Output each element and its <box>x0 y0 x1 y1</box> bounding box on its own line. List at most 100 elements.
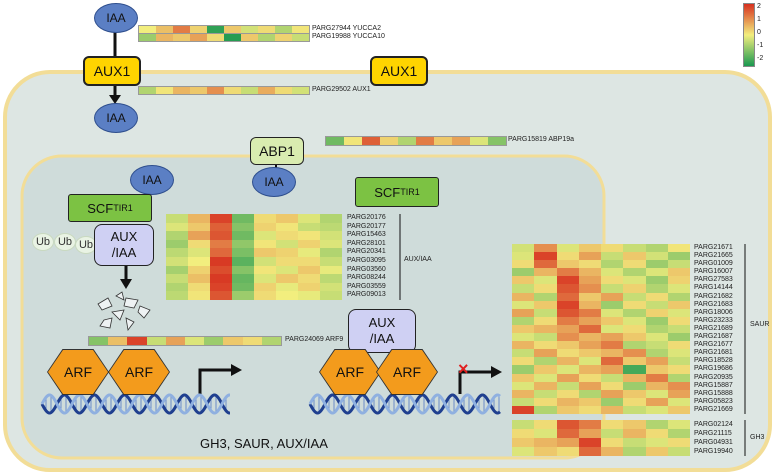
heatmap-cell <box>556 308 579 317</box>
heatmap-cell <box>188 214 210 223</box>
heatmap-cell <box>166 274 188 283</box>
gene-list-aux-iaa: PARG20176 PARG20177 PARG15463 PARG28101 PARG… <box>347 214 386 300</box>
heatmap-cell <box>166 257 188 266</box>
heatmap-cell <box>232 282 254 292</box>
heatmap-cell <box>534 324 557 334</box>
aux-iaa-repressor-left: AUX /IAA <box>94 224 154 266</box>
heatmap-cell <box>241 26 258 33</box>
heatmap-cell <box>534 333 557 342</box>
heatmap-cell <box>601 316 624 325</box>
heatmap-cell <box>623 341 646 350</box>
gene-id-label: PARG21671 <box>694 244 733 251</box>
heatmap-cell <box>127 337 147 345</box>
heatmap-cell <box>578 420 601 429</box>
heatmap-cell <box>667 268 690 277</box>
heatmap-cell <box>645 244 668 253</box>
heatmap-cell <box>223 337 243 345</box>
heatmap-cell <box>623 420 646 429</box>
heatmap-cell <box>210 282 232 292</box>
transcription-arrow-blocked <box>458 370 492 394</box>
heatmap-cell <box>224 26 241 33</box>
heatmap-cell <box>623 389 646 398</box>
heatmap-cell <box>556 333 579 342</box>
heatmap-cell <box>254 231 276 240</box>
heatmap-cell <box>578 373 601 382</box>
heatmap-cell <box>188 257 210 266</box>
heatmap-cell <box>601 438 624 447</box>
heatmap-cell <box>320 257 342 266</box>
heatmap-cell <box>320 214 342 223</box>
heatmap-cell <box>578 316 601 325</box>
dna-strand <box>308 393 501 415</box>
heatmap-cell <box>254 282 276 292</box>
heatmap-cell <box>292 87 309 94</box>
heatmap-cell <box>512 405 535 414</box>
transcription-arrowhead-active <box>231 364 242 376</box>
heatmap-cell <box>667 438 690 447</box>
heatmap-cell <box>623 365 646 374</box>
heatmap-cell <box>139 26 156 33</box>
gene-id-label: PARG01009 <box>694 260 733 268</box>
heatmap-cell <box>623 429 646 438</box>
heatmap-cell <box>156 26 173 33</box>
heatmap-cell <box>556 397 579 406</box>
heatmap-cell <box>556 447 579 456</box>
abp1-receptor: ABP1 <box>250 137 304 165</box>
heatmap-cell <box>534 252 557 261</box>
gene-id-label: PARG19940 <box>694 448 733 455</box>
heatmap-cell <box>190 34 207 41</box>
heatmap-cell <box>578 447 601 456</box>
gene-id-label: PARG20935 <box>694 373 733 381</box>
heatmap-cell <box>173 87 190 94</box>
heatmap-cell <box>645 357 668 366</box>
heatmap-cell <box>254 265 276 275</box>
heatmap-cell <box>512 381 535 390</box>
heatmap-cell <box>667 381 690 390</box>
heatmap-cell <box>512 308 535 317</box>
heatmap-cell <box>578 397 601 406</box>
heatmap-cell <box>190 26 207 33</box>
heatmap-cell <box>667 373 690 382</box>
gene-id-label: PARG15888 <box>694 389 733 397</box>
heatmap-cell <box>623 397 646 406</box>
heatmap-cell <box>667 308 690 317</box>
gene-label-aux1: PARG29502 AUX1 <box>312 86 371 93</box>
heatmap-cell <box>298 239 320 249</box>
heatmap-cell <box>166 239 188 249</box>
gene-id-label: PARG05823 <box>694 397 733 405</box>
heatmap-cell <box>534 308 557 317</box>
heatmap-cell <box>512 447 535 456</box>
heatmap-cell <box>645 365 668 374</box>
heatmap-cell <box>344 137 362 145</box>
heatmap-cell <box>601 381 624 390</box>
heatmap-cell <box>667 300 690 309</box>
gene-id-label: PARG21683 <box>694 300 733 308</box>
heatmap-cell <box>578 357 601 366</box>
heatmap-cell <box>434 137 452 145</box>
heatmap-cell <box>667 429 690 438</box>
heatmap-cell <box>512 397 535 406</box>
heatmap-cell <box>623 260 646 269</box>
heatmap-cell <box>210 265 232 275</box>
heatmap-cell <box>645 316 668 325</box>
gene-id-label: PARG16007 <box>694 268 733 276</box>
legend-tick-minus1: -1 <box>757 42 764 49</box>
heatmap-cell <box>556 252 579 261</box>
heatmap-cell <box>173 34 190 41</box>
heatmap-cell <box>578 308 601 317</box>
heatmap-cell <box>623 252 646 261</box>
heatmap-cell <box>645 300 668 309</box>
heatmap-cell <box>556 420 579 429</box>
heatmap-cell <box>210 274 232 283</box>
heatmap-cell <box>667 276 690 285</box>
heatmap-cell <box>292 26 309 33</box>
gene-list-saur: PARG21671 PARG21665 PARG01009 PARG16007 PARG… <box>694 244 733 414</box>
heatmap-cell <box>556 260 579 269</box>
heatmap-cell <box>232 265 254 275</box>
heatmap-cell <box>534 365 557 374</box>
heatmap-cell <box>667 341 690 350</box>
heatmap-cell <box>556 389 579 398</box>
heatmap-cell <box>188 291 210 300</box>
heatmap-cell <box>276 231 298 240</box>
